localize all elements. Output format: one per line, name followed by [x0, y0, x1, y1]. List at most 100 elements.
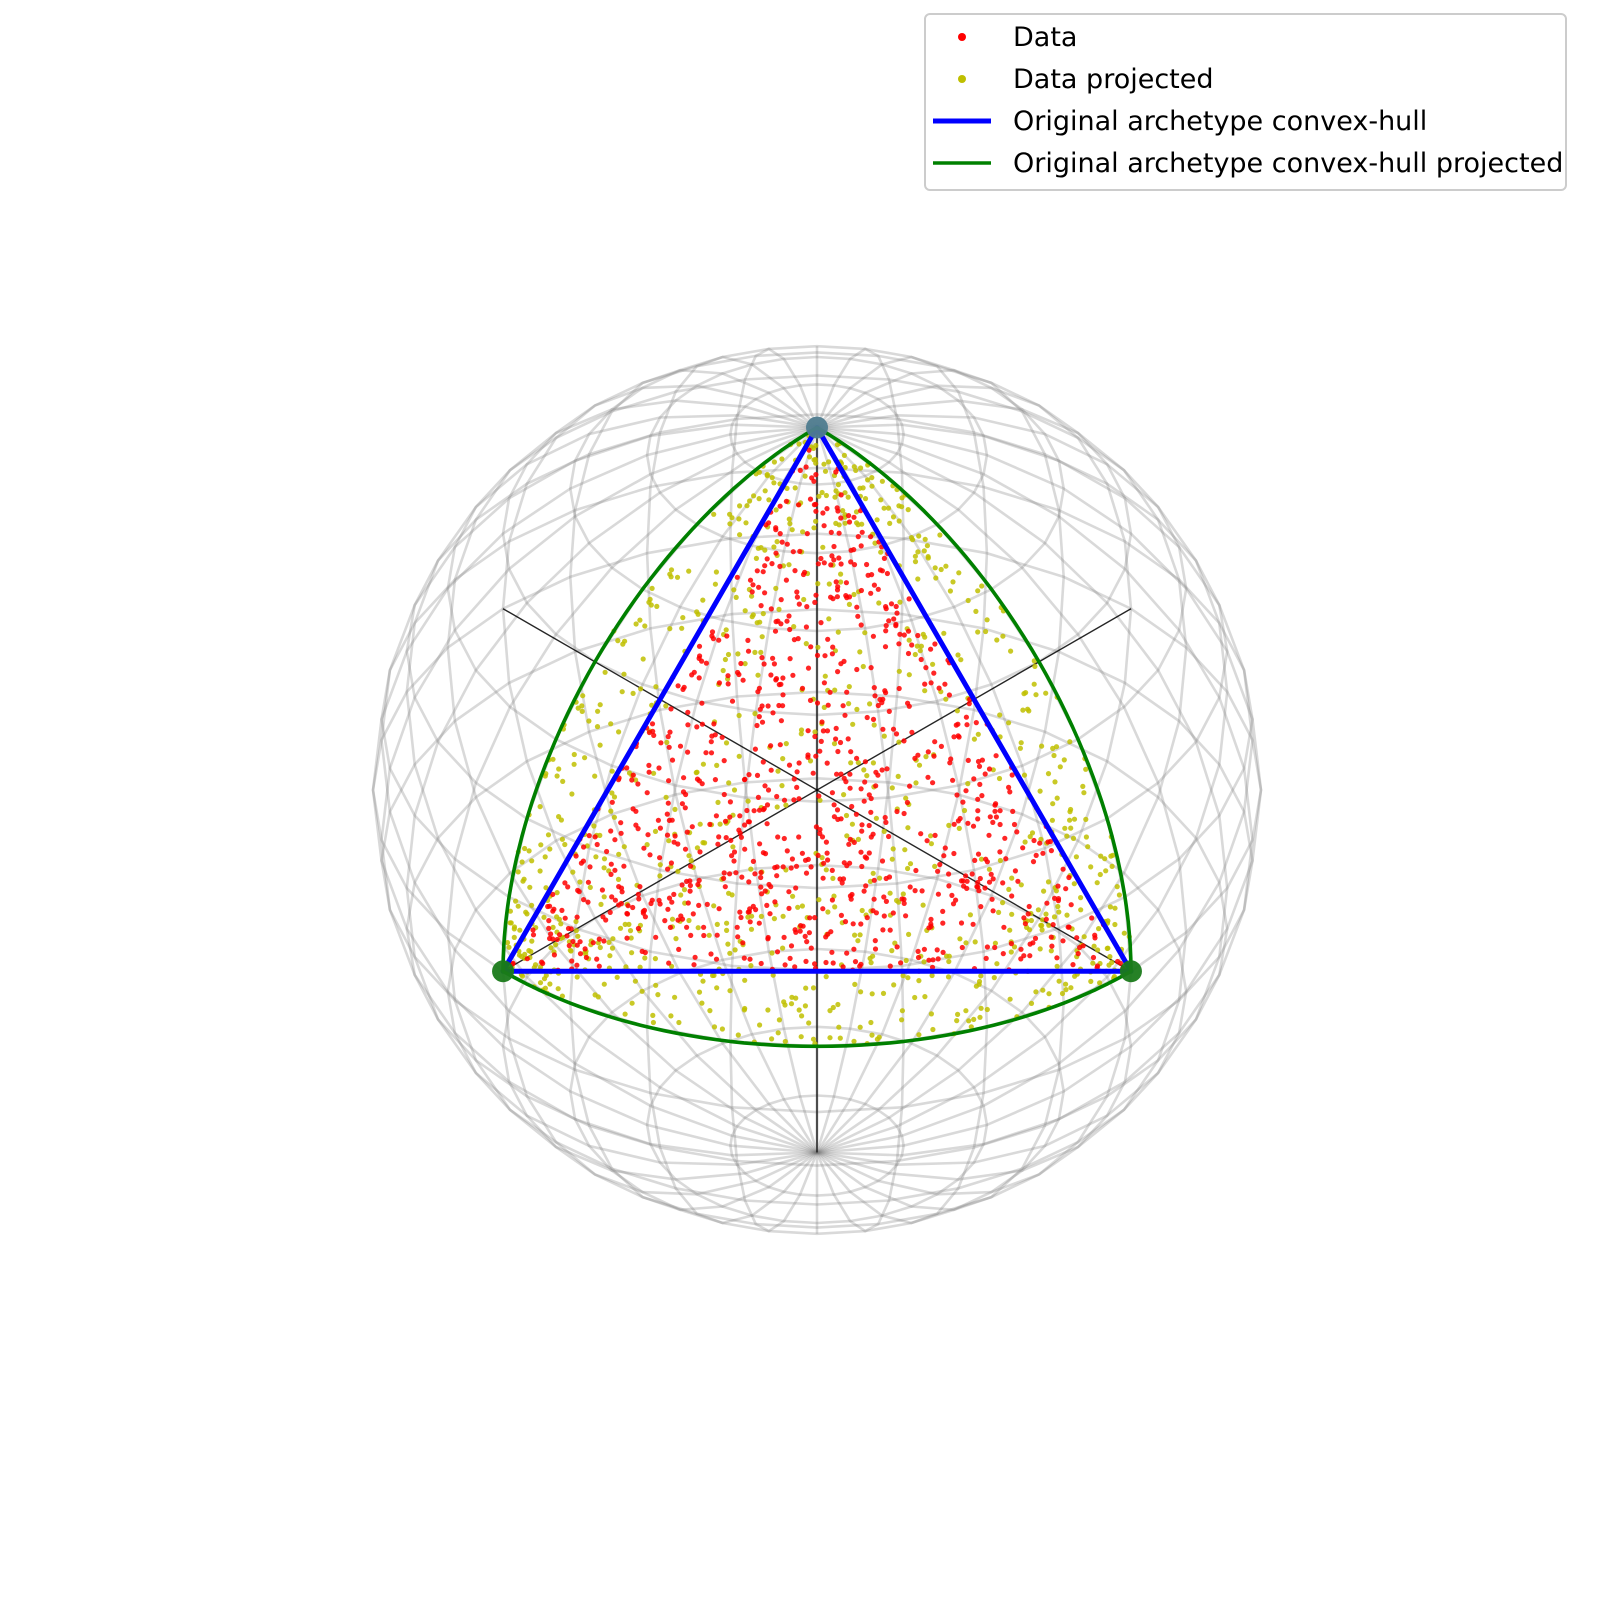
data-projected-point	[745, 798, 751, 804]
data-point	[689, 824, 695, 830]
data-point	[761, 661, 767, 667]
data-point	[583, 954, 590, 961]
data-point	[883, 819, 889, 826]
data-point	[782, 962, 788, 968]
data-point	[813, 508, 819, 514]
data-projected-point	[719, 1026, 726, 1032]
data-projected-point	[1038, 922, 1044, 929]
data-point	[929, 964, 936, 970]
data-point	[982, 771, 988, 777]
data-projected-point	[615, 638, 621, 644]
data-projected-point	[922, 634, 928, 640]
data-projected-point	[515, 903, 521, 909]
data-point	[1094, 963, 1101, 969]
data-projected-point	[1068, 806, 1074, 813]
data-point	[666, 744, 672, 750]
data-point	[913, 867, 919, 874]
data-projected-point	[769, 950, 775, 956]
data-point	[898, 960, 904, 966]
data-point	[813, 753, 819, 759]
data-point	[666, 895, 673, 901]
data-point	[601, 938, 607, 944]
data-point	[685, 709, 691, 716]
data-point	[817, 748, 823, 754]
data-projected-point	[1071, 816, 1078, 822]
data-point	[696, 877, 702, 884]
data-point	[716, 906, 722, 912]
data-point	[805, 665, 812, 671]
data-point	[803, 624, 810, 630]
data-point	[813, 472, 819, 478]
data-point	[636, 896, 642, 902]
data-projected-point	[541, 976, 548, 982]
data-projected-point	[1021, 691, 1027, 697]
data-point	[879, 568, 886, 574]
data-projected-point	[731, 587, 737, 593]
data-projected-point	[798, 731, 804, 737]
data-point	[884, 766, 890, 772]
data-projected-point	[899, 1017, 905, 1023]
wireframe-parallel	[405, 690, 1229, 1167]
data-point	[840, 964, 846, 970]
data-point	[859, 828, 865, 834]
data-projected-point	[1063, 981, 1069, 987]
data-point	[894, 610, 900, 616]
data-projected-point	[975, 731, 981, 737]
data-point	[721, 870, 727, 876]
data-point	[754, 568, 760, 574]
data-projected-point	[1054, 963, 1060, 969]
data-point	[809, 475, 815, 481]
data-projected-point	[853, 467, 859, 473]
data-projected-point	[1055, 903, 1061, 910]
data-projected-point	[873, 815, 880, 821]
data-point	[692, 954, 698, 960]
data-point	[738, 660, 744, 667]
data-point	[821, 860, 827, 866]
data-projected-point	[823, 492, 830, 499]
data-projected-point	[747, 498, 753, 504]
data-projected-point	[1112, 905, 1118, 911]
data-projected-point	[1035, 907, 1041, 913]
data-point	[934, 947, 940, 953]
data-projected-point	[686, 917, 692, 924]
data-point	[843, 580, 850, 586]
data-point	[721, 758, 727, 764]
data-projected-point	[881, 505, 887, 511]
data-projected-point	[971, 736, 978, 742]
data-point	[859, 529, 865, 535]
data-projected-point	[638, 686, 644, 692]
wireframe-meridian	[645, 355, 819, 1154]
data-projected-point	[842, 520, 848, 526]
data-projected-point	[586, 718, 592, 724]
data-projected-point	[694, 609, 700, 615]
data-point	[883, 898, 890, 905]
data-point	[679, 801, 686, 807]
data-point	[940, 920, 946, 926]
data-projected-point	[1041, 888, 1047, 894]
wireframe-parallel	[380, 607, 1254, 1114]
data-projected-point	[554, 890, 560, 896]
data-point	[777, 503, 783, 509]
data-point	[727, 799, 734, 805]
data-projected-point	[667, 626, 673, 632]
data-projected-point	[720, 667, 726, 674]
data-projected-point	[558, 817, 565, 823]
data-projected-point	[1000, 900, 1006, 906]
data-projected-point	[524, 911, 530, 917]
data-point	[757, 706, 763, 712]
data-point	[965, 757, 971, 764]
data-projected-point	[973, 608, 979, 615]
data-point	[875, 772, 881, 778]
data-point	[807, 915, 813, 921]
data-point	[844, 689, 850, 695]
data-point	[814, 652, 821, 659]
data-point	[747, 577, 754, 583]
data-projected-point	[650, 1012, 656, 1019]
data-point	[682, 805, 688, 811]
data-projected-point	[711, 511, 717, 517]
data-projected-point	[737, 532, 743, 538]
data-projected-point	[841, 792, 847, 798]
data-point	[820, 728, 827, 734]
data-projected-point	[642, 955, 648, 961]
data-projected-point	[938, 566, 944, 573]
